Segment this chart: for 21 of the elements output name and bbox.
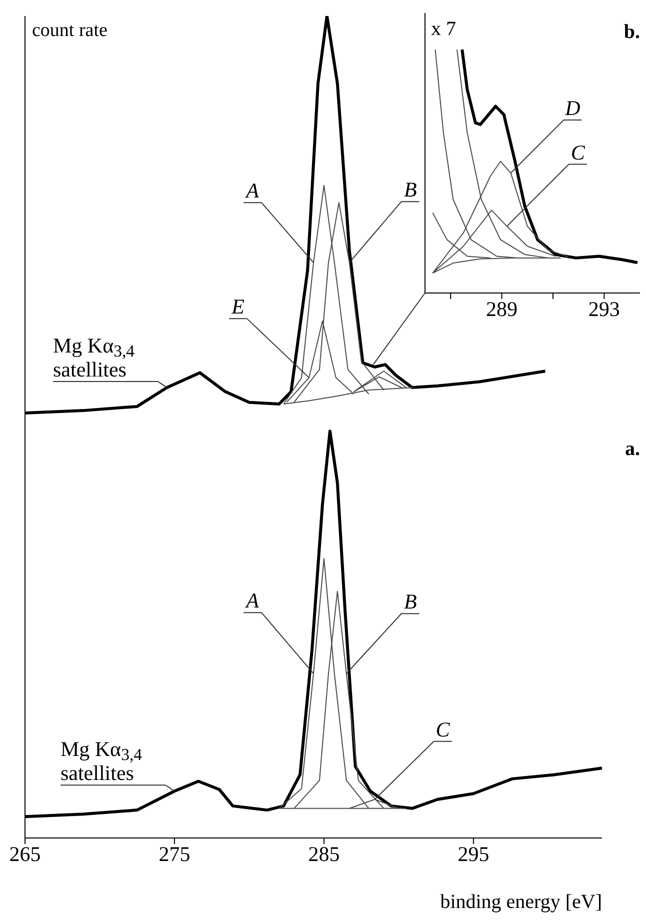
x-tick-label: 293 <box>588 296 620 321</box>
annotation: Mg Kα$_{3,4}$ satellites <box>60 737 143 786</box>
x-tick-label: 275 <box>158 842 190 866</box>
x-tick-label: 295 <box>458 842 490 866</box>
x-axis-title: binding energy [eV] <box>440 891 602 913</box>
annotation: C <box>570 140 586 164</box>
y-axis-title: count rate <box>32 20 108 41</box>
annotation: A <box>244 178 260 203</box>
x-tick-label: 265 <box>9 842 41 866</box>
annotation: C <box>436 717 451 742</box>
annotation: D <box>564 96 580 120</box>
annotation: E <box>230 294 245 319</box>
x-tick-label: 285 <box>308 842 340 866</box>
text: b. <box>624 21 640 43</box>
annotation: x 7 <box>431 18 456 40</box>
annotation: A <box>244 588 260 613</box>
x-tick-label: 289 <box>486 296 518 321</box>
annotation: B <box>404 590 417 614</box>
annotation: Mg Kα$_{3,4}$ satellites <box>53 334 136 382</box>
text: a. <box>625 438 640 460</box>
annotation: B <box>404 178 417 202</box>
